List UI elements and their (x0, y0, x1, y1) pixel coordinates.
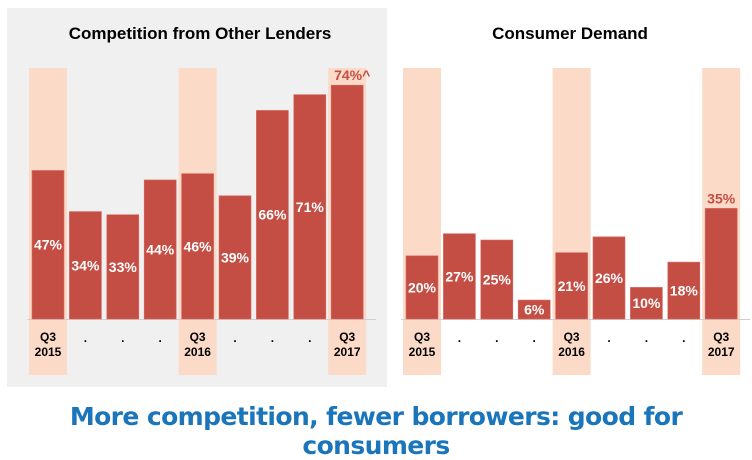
x-tick-label: . (271, 331, 274, 345)
data-label: 44% (146, 241, 175, 257)
data-label: 25% (483, 272, 512, 288)
x-tick-label: 2015 (409, 345, 436, 359)
x-tick-label: Q3 (190, 330, 206, 344)
x-tick-label: Q3 (713, 330, 729, 344)
x-tick-label: . (121, 331, 124, 345)
x-tick-label: 2015 (35, 345, 62, 359)
x-tick-label: 2016 (184, 345, 211, 359)
highlight-column (403, 68, 441, 375)
data-label: 33% (109, 259, 138, 275)
x-tick-label: . (645, 331, 648, 345)
data-label: 20% (408, 279, 437, 295)
x-tick-label: 2017 (708, 345, 735, 359)
bar (517, 299, 551, 320)
bar (630, 287, 663, 320)
x-tick-label: . (458, 331, 461, 345)
bar (293, 94, 327, 320)
x-tick-label: 2017 (334, 345, 361, 359)
bar (69, 211, 102, 320)
x-tick-label: Q3 (564, 330, 580, 344)
bar (31, 170, 65, 320)
bar (218, 195, 252, 320)
bar (704, 208, 738, 320)
caption: More competition, fewer borrowers: good … (69, 402, 683, 460)
bar (592, 236, 626, 320)
data-label: 10% (632, 295, 661, 311)
bar (405, 255, 439, 320)
bar (181, 173, 214, 320)
x-tick-label: Q3 (40, 330, 56, 344)
bar (443, 233, 476, 320)
data-label: 35% (707, 190, 736, 206)
data-label: 18% (670, 283, 699, 299)
data-label: 66% (258, 207, 287, 223)
data-label: 27% (445, 268, 474, 284)
bar (256, 110, 289, 320)
x-tick-label: . (159, 331, 162, 345)
x-tick-label: . (233, 331, 236, 345)
bar (555, 252, 588, 320)
data-label: 26% (595, 270, 624, 286)
data-label: 39% (221, 249, 250, 265)
x-tick-label: Q3 (339, 330, 355, 344)
bar (480, 239, 514, 320)
data-label: 71% (296, 199, 325, 215)
bar (667, 261, 701, 320)
x-tick-label: . (308, 331, 311, 345)
x-tick-label: 2016 (558, 345, 585, 359)
bar (106, 214, 140, 320)
x-tick-label: . (607, 331, 610, 345)
data-label: 21% (558, 278, 587, 294)
x-tick-label: . (682, 331, 685, 345)
data-label: 47% (34, 237, 63, 253)
highlight-column (552, 68, 591, 375)
chart-title: Consumer Demand (492, 24, 648, 43)
chart-title: Competition from Other Lenders (69, 24, 332, 43)
x-tick-label: . (533, 331, 536, 345)
data-label: 74%^ (334, 67, 370, 83)
x-tick-label: . (84, 331, 87, 345)
x-tick-label: . (495, 331, 498, 345)
bar (330, 84, 364, 320)
data-label: 34% (71, 257, 100, 273)
chart-area: Competition from Other Lenders47%Q320153… (7, 8, 751, 387)
bar (143, 179, 177, 320)
data-label: 6% (524, 302, 545, 318)
data-label: 46% (184, 238, 213, 254)
x-tick-label: Q3 (414, 330, 430, 344)
